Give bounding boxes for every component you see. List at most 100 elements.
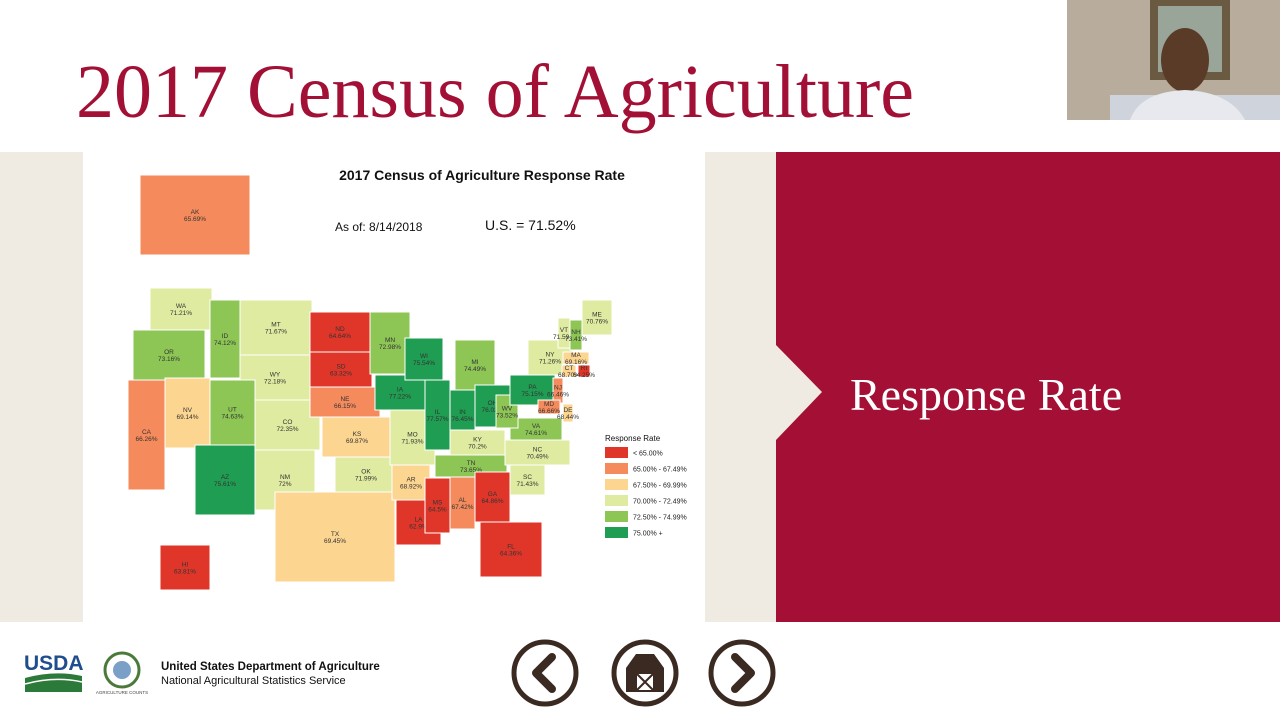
state-rate: 71.99% [355,476,377,483]
legend-label: 72.50% - 74.99% [633,515,687,522]
state-rate: 70.2% [468,444,487,451]
prev-button[interactable] [511,639,579,707]
state-rate: 66.66% [538,408,560,415]
state [274,491,396,583]
state-rate: 64.5% [428,507,447,514]
state [127,379,166,491]
home-button[interactable] [611,639,679,707]
webcam [1067,0,1280,120]
state-abbr: PA [528,384,537,391]
state-rate: 72.18% [264,379,286,386]
state-rate: 76.45% [451,416,473,423]
state [577,364,591,378]
state [209,299,241,379]
state-rate: 71.21% [170,310,192,317]
state-rate: 75.54% [413,360,435,367]
state-rate: 74.49% [464,366,486,373]
state-rate: 73.52% [496,413,518,420]
state-rate: 67.42% [451,504,473,511]
next-button[interactable] [708,639,776,707]
state-rate: 66.15% [334,403,356,410]
state [581,299,613,336]
state-rate: 70.76% [586,319,608,326]
legend-title: Response Rate [605,434,661,443]
state-abbr: NY [545,352,555,359]
state-abbr: MS [433,500,443,507]
state-rate: 63.81% [174,569,196,576]
legend-swatch [605,511,628,522]
usda-logo: USDA [24,652,84,692]
state-rate: 63.32% [330,371,352,378]
state-rate: 62.9% [409,524,428,531]
state [209,379,256,446]
chevron [776,345,822,440]
state-abbr: NC [533,447,543,454]
state [449,476,476,530]
state-abbr: OK [361,469,371,476]
state [194,444,256,516]
state-abbr: VA [532,423,541,430]
usda-text: USDA [24,652,84,675]
state-abbr: AR [406,477,415,484]
state-abbr: OR [164,349,174,356]
state-abbr: WV [502,406,513,413]
state [474,471,511,523]
state [309,351,373,388]
state-abbr: MO [407,432,417,439]
state [509,417,563,441]
state-rate: 69.87% [346,438,368,445]
state-rate: 73.16% [158,356,180,363]
state-rate: 73.41% [565,336,587,343]
state-abbr: WA [176,303,187,310]
state-abbr: TN [467,460,476,467]
state [479,521,543,578]
state-abbr: UT [228,407,237,414]
state-rate: 66.26% [135,436,157,443]
state-abbr: CO [283,419,293,426]
as-of: As of: 8/14/2018 [335,220,423,234]
state-abbr: IL [435,409,441,416]
state-abbr: AK [191,209,200,216]
state-abbr: FL [507,544,515,551]
state-rate: 68.44% [557,414,579,421]
state-rate: 64.86% [481,498,503,505]
state-abbr: NV [183,407,193,414]
legend: < 65.00% 65.00% - 67.49% 67.50% - 69.99% 70… [605,447,687,538]
us-rate: U.S. = 71.52% [485,217,576,233]
state-abbr: KS [353,431,362,438]
ag-counts-logo: AGRICULTURE COUNTS [96,651,148,695]
slide-title: 2017 Census of Agriculture [76,50,914,134]
state [139,174,251,256]
state-abbr: GA [488,491,498,498]
state [561,364,577,378]
state-rate: 71.93% [401,439,423,446]
legend-swatch [605,527,628,538]
department: United States Department of Agriculture [161,661,380,673]
state-rate: 77.57% [426,416,448,423]
state-rate: 71.43% [516,481,538,488]
state-rate: 74.12% [214,340,236,347]
state-abbr: MD [544,401,554,408]
state-rate: 68.70% [558,372,580,379]
legend-label: 65.00% - 67.49% [633,467,687,474]
legend-swatch [605,463,628,474]
state-abbr: MI [471,359,478,366]
state-rate: 69.16% [565,359,587,366]
state-rate: 66.46% [547,392,569,399]
state [164,377,211,449]
state-rate: 69.45% [324,538,346,545]
state [562,403,574,423]
state-abbr: SC [523,474,532,481]
state [424,379,451,451]
state-abbr: MA [571,352,581,359]
state-rate: 75.15% [521,391,543,398]
state-abbr: HI [182,562,189,569]
legend-swatch [605,447,628,458]
state-abbr: SD [336,364,345,371]
legend-label: 67.50% - 69.99% [633,483,687,490]
state-rate: 72.35% [276,426,298,433]
state-abbr: IA [397,387,404,394]
state-abbr: ND [335,326,345,333]
